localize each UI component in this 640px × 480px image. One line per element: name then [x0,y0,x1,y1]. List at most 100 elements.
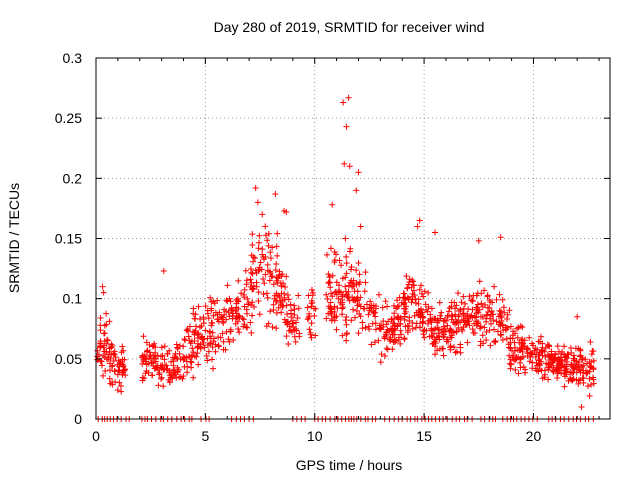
data-point [339,332,346,339]
data-point [331,249,338,256]
data-point [549,367,556,374]
data-point [195,361,202,368]
data-point [498,317,505,324]
data-point [590,374,597,381]
data-point [278,290,285,297]
data-point [193,323,200,330]
data-point [201,335,208,342]
data-point [140,333,147,340]
data-point [173,374,180,381]
data-point [483,311,490,318]
data-point [421,288,428,295]
data-point [495,313,502,320]
data-point [97,340,104,347]
data-point [256,266,263,273]
data-point [480,340,487,347]
data-point [336,257,343,264]
data-point [580,379,587,386]
data-point [264,294,271,301]
data-point [188,359,195,366]
data-point [554,374,561,381]
data-point [164,350,171,357]
data-point [421,334,428,341]
data-point [278,301,285,308]
data-point [194,343,201,350]
data-point [262,223,269,230]
data-point [470,292,477,299]
data-point [412,324,419,331]
data-point [333,313,340,320]
data-point [255,289,262,296]
data-point [367,298,374,305]
data-point [487,342,494,349]
data-point [248,329,255,336]
outlier-point [574,313,581,320]
data-point [425,320,432,327]
data-point [550,358,557,365]
data-point [389,320,396,327]
outlier-point [414,223,421,230]
data-point [120,362,127,369]
x-tick-label: 0 [92,428,100,444]
data-point [331,259,338,266]
data-point [406,276,413,283]
data-point [521,337,528,344]
data-point [570,357,577,364]
data-point [94,347,101,354]
data-point [354,294,361,301]
data-point [247,319,254,326]
data-point [481,324,488,331]
data-point [498,331,505,338]
data-point [511,339,518,346]
data-point [275,304,282,311]
data-point [117,382,124,389]
data-point [150,362,157,369]
data-point [505,341,512,348]
data-point [529,351,536,358]
data-point [519,324,526,331]
data-point [342,288,349,295]
data-point [447,346,454,353]
data-point [328,306,335,313]
data-point [464,339,471,346]
y-tick-label: 0.1 [63,291,83,307]
data-point [430,330,437,337]
data-point [293,319,300,326]
data-point [255,239,262,246]
data-point [250,304,257,311]
data-point [356,310,363,317]
data-point [411,312,418,319]
data-point [195,343,202,350]
data-point [413,320,420,327]
outlier-point [346,163,353,170]
data-point [452,349,459,356]
data-point [564,354,571,361]
data-point [473,322,480,329]
data-point [278,282,285,289]
axis-ticks: 0 5 10 15 20 0 0.05 0.1 0.15 0.2 0.25 0.3 [55,50,610,444]
data-point [384,303,391,310]
y-axis-label: SRMTID / TECUs [6,183,22,293]
data-point [232,315,239,322]
data-point [160,383,167,390]
data-point [245,300,252,307]
data-point [351,314,358,321]
data-point [391,339,398,346]
data-point [493,296,500,303]
data-point [538,367,545,374]
data-point [111,348,118,355]
data-point [260,291,267,298]
data-point [278,309,285,316]
data-point [342,283,349,290]
data-point [190,349,197,356]
data-point [542,344,549,351]
data-point [292,338,299,345]
data-point [453,328,460,335]
data-point [344,294,351,301]
data-point [212,341,219,348]
data-point [460,293,467,300]
data-point [517,356,524,363]
data-point [416,286,423,293]
data-point [466,293,473,300]
data-point [379,304,386,311]
